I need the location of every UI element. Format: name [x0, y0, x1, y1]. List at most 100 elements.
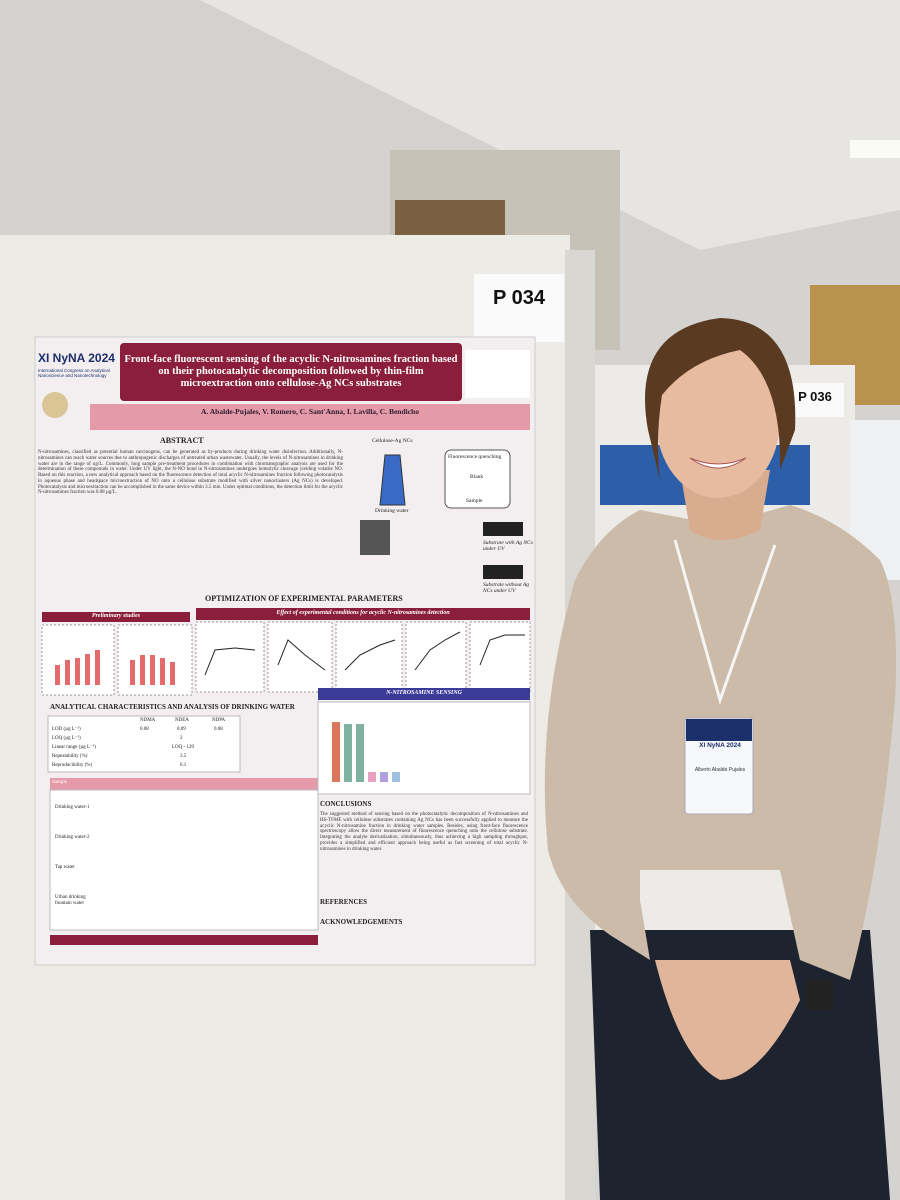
row-label: LOD (µg L⁻¹): [52, 727, 81, 732]
watch: [805, 980, 833, 1010]
quenching-box: [444, 449, 511, 509]
cell: 6.1: [180, 763, 187, 768]
sensing-bar: [380, 772, 388, 782]
title-box: [120, 343, 462, 401]
plot: [405, 621, 467, 693]
hair: [645, 318, 796, 480]
mini-bar: [65, 660, 70, 685]
poster-title: Front-face fluorescent sensing of the ac…: [124, 353, 458, 390]
section-heading: REFERENCES: [320, 898, 368, 906]
cell: 0.09: [177, 727, 186, 732]
sensing-bar: [392, 772, 400, 782]
logo-subtitle: International Congress on Analytical Nan…: [38, 368, 110, 379]
badge-event: XI NyNA 2024: [699, 742, 741, 749]
curve: [479, 634, 525, 666]
smile: [689, 457, 747, 469]
plot-curves: [204, 631, 525, 676]
sensing-bar: [332, 722, 340, 782]
mini-bar: [130, 660, 135, 685]
section-heading: OPTIMIZATION OF EXPERIMENTAL PARAMETERS: [205, 594, 403, 603]
board-label: P 036: [798, 389, 832, 404]
badge-name: Alberto Abalde Pujales: [694, 767, 746, 773]
abstract-text: N-nitrosamines, classified as potential …: [38, 450, 343, 496]
board-label: P 034: [493, 287, 545, 309]
sample-label: Drinking water-1: [55, 805, 90, 810]
cell: 0.08: [214, 727, 223, 732]
cell: 0.08: [140, 727, 149, 732]
table: [47, 715, 241, 773]
figure-label: Substrate with Ag NCs under UV: [483, 540, 533, 553]
curve: [204, 647, 256, 676]
plot: [195, 621, 265, 693]
substrate-no-ag: [483, 565, 523, 579]
sensing-panel: [317, 701, 531, 795]
subsection: Effect of experimental conditions for ac…: [276, 610, 450, 616]
curve: [344, 639, 396, 671]
mini-bar: [75, 658, 80, 685]
row-label: Repeatability (%): [52, 754, 88, 759]
sample-label: Tap water: [55, 865, 75, 870]
table-header: [50, 935, 318, 945]
mini-bar: [160, 658, 165, 685]
table-header: Sample: [52, 780, 67, 785]
row-label: Linear range (µg L⁻¹): [52, 745, 96, 750]
table-header: NDPA: [212, 718, 226, 723]
figure-label: Cellulose-Ag NCs: [372, 438, 413, 444]
logo-text: XI NyNA 2024: [38, 351, 115, 365]
sample-label: Urban drinking fountain water: [55, 895, 86, 906]
curve: [414, 631, 461, 671]
section-heading: ANALYTICAL CHARACTERISTICS AND ANALYSIS …: [50, 703, 295, 711]
section-heading: ABSTRACT: [160, 436, 204, 445]
sub-bar: [318, 688, 530, 700]
figure-label: Drinking water: [375, 508, 409, 514]
authors-bar: [90, 404, 530, 430]
section-heading: CONCLUSIONS: [320, 800, 372, 808]
board-label-plate: [786, 383, 844, 417]
photo: [360, 520, 390, 555]
row-label: Reproducibility (%): [52, 763, 93, 768]
sensing-bar: [356, 724, 364, 782]
subsection: Preliminary studies: [91, 613, 141, 619]
sensing-bar: [344, 724, 352, 782]
cell: 2: [180, 736, 183, 741]
table-header: NDEA: [175, 718, 189, 723]
plot: [335, 621, 403, 693]
cell: 3.5: [180, 754, 187, 759]
ceiling-light: [850, 140, 900, 158]
mini-bar: [85, 654, 90, 685]
beaker: [379, 454, 406, 506]
conclusions-text: The suggested method of sensing based on…: [320, 812, 528, 852]
plot: [469, 621, 531, 693]
sub-bar: [42, 612, 190, 622]
ceiling: [200, 0, 900, 250]
hands: [655, 960, 800, 1080]
plot: [267, 621, 333, 693]
table-header: NDMA: [140, 718, 156, 723]
mini-bar: [150, 655, 155, 685]
cell: LOQ - 120: [172, 745, 194, 750]
section-heading: ACKNOWLEDGEMENTS: [320, 918, 403, 926]
subsection: N-NITROSAMINE SENSING: [386, 690, 462, 696]
authors: A. Abalde-Pujales, V. Romero, C. Sant'An…: [201, 407, 419, 416]
logo-icon: [42, 392, 68, 418]
mini-bar: [140, 655, 145, 685]
board-label-plate: [474, 274, 564, 342]
substrate-uv: [483, 522, 523, 536]
sub-bar: [196, 608, 530, 620]
university-logo: [465, 350, 530, 398]
sensing-bar: [368, 772, 376, 782]
figure-label: Sample: [466, 498, 483, 504]
figure-label: Substrate without Ag NCs under UV: [483, 582, 530, 595]
lanyard: [673, 539, 777, 705]
sensing-bars: [332, 722, 400, 782]
figure-label: Blank: [470, 474, 484, 480]
face: [656, 342, 780, 498]
mini-bar: [170, 662, 175, 685]
mini-bar: [95, 650, 100, 685]
table-header: [50, 778, 318, 790]
row-label: LOQ (µg L⁻¹): [52, 736, 81, 741]
badge-header: [686, 719, 752, 741]
mini-bar: [55, 665, 60, 685]
